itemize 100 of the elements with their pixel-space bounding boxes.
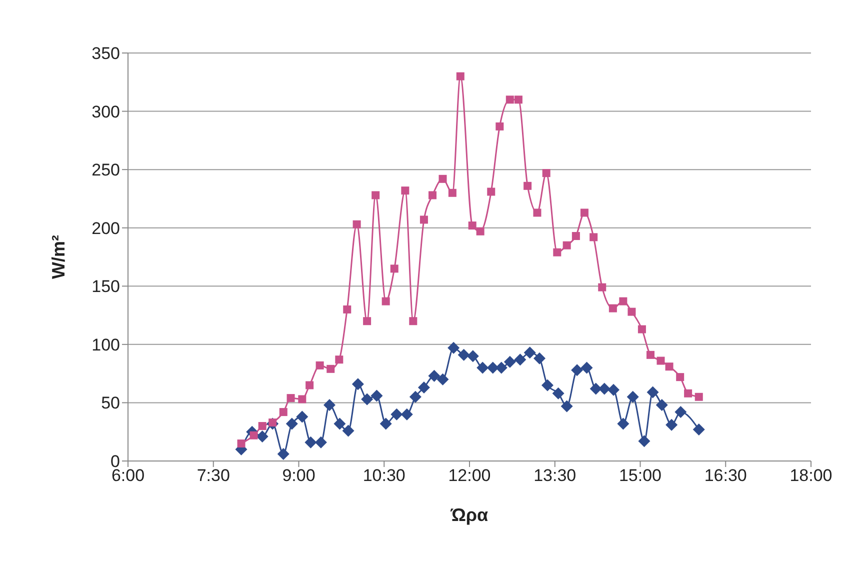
point [684,389,692,398]
point [448,188,456,197]
point [666,418,678,431]
point [418,382,430,394]
point [694,392,703,401]
point [390,264,398,273]
point [390,408,403,420]
point [279,408,288,416]
point [676,373,684,382]
point [553,248,562,256]
y-tick-label: 300 [92,102,120,122]
point [343,305,352,314]
point [560,400,573,412]
x-tick-label: 6:00 [111,466,145,486]
y-axis-title: W/m² [48,235,68,279]
point [466,350,479,362]
point [572,232,580,240]
x-tick-label: 7:30 [196,466,230,486]
point [608,304,617,312]
point [590,382,602,395]
point [534,352,546,364]
point [436,373,449,386]
y-tick-label: 50 [101,394,120,413]
point [468,222,476,230]
point [428,370,440,382]
point [692,424,705,436]
point [277,448,290,460]
point [656,356,665,365]
x-tick-label: 13:30 [534,466,576,486]
point [420,216,428,224]
point [487,188,496,196]
x-tick-label: 16:30 [704,466,747,486]
y-tick-label: 200 [92,218,120,238]
point [250,431,258,440]
point [326,364,335,373]
point [533,208,542,217]
point [524,346,536,359]
point [296,410,308,423]
point [352,378,364,390]
point [409,390,422,403]
point [428,191,437,200]
point [237,440,246,448]
x-tick-label: 15:00 [618,466,662,486]
point [400,408,413,420]
point [370,390,383,402]
point [372,191,380,200]
point [401,186,410,195]
point [286,418,298,430]
point [665,362,674,371]
point [598,283,606,292]
point [590,233,598,242]
y-tick-label: 350 [92,44,120,64]
point [334,418,346,430]
point [361,393,374,406]
point [306,381,314,390]
point [496,122,504,130]
point [456,72,464,80]
point [363,317,372,326]
point [552,387,564,400]
point [448,342,460,354]
point [352,220,361,228]
point [646,350,654,359]
point [298,395,306,404]
point [571,364,584,376]
point [380,418,392,430]
point [524,182,532,190]
point [542,169,550,178]
point [256,430,268,443]
point [638,325,646,334]
point [382,297,390,306]
point [476,227,484,236]
point [409,317,418,326]
y-tick-label: 100 [92,335,120,354]
point [617,418,630,430]
x-tick-label: 9:00 [282,466,316,486]
y-tick-label: 150 [92,277,120,296]
point [514,354,526,366]
point [506,96,514,104]
point [619,297,628,306]
point [504,356,516,368]
point [580,208,588,217]
point [638,435,650,448]
point [304,436,317,448]
point [541,379,554,392]
point [286,394,295,402]
point [646,386,659,398]
y-tick-label: 250 [92,160,120,180]
point [476,362,489,374]
x-tick-label: 10:30 [362,466,406,486]
point [674,406,687,418]
point [314,436,327,448]
point [342,424,354,437]
point [316,361,324,370]
x-axis-title: Ώρα [450,505,488,525]
point [656,399,668,412]
point [626,390,639,403]
point [458,348,470,361]
point [562,241,571,250]
point [608,384,620,396]
point [258,422,266,430]
